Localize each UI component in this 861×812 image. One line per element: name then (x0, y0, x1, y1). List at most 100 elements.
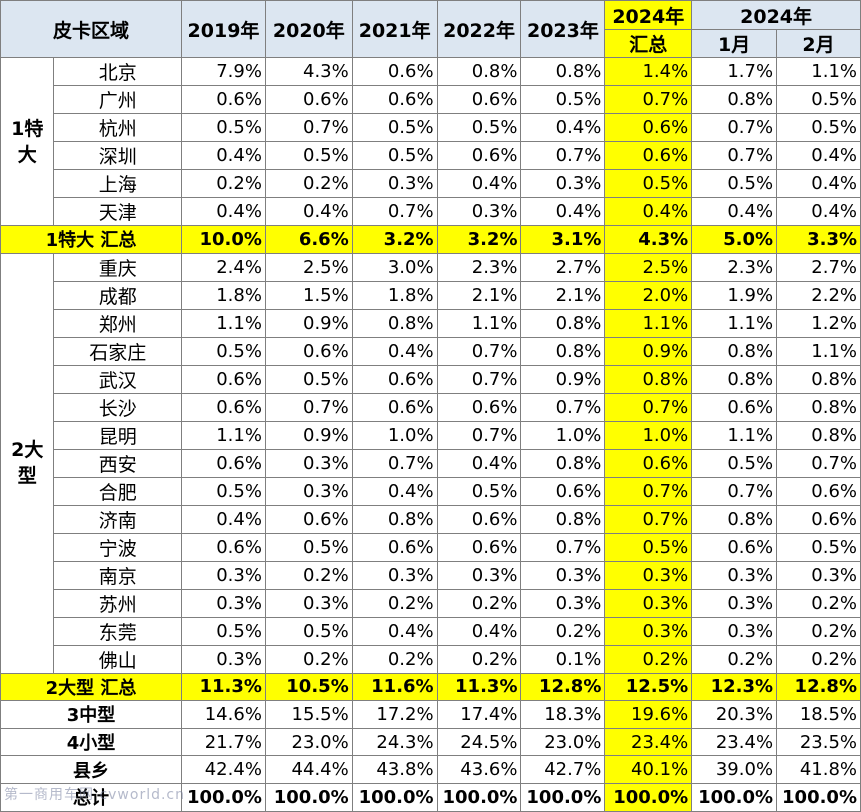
value-cell: 15.5% (264, 700, 353, 729)
value-cell: 23.0% (520, 727, 606, 757)
value-cell: 0.3% (776, 560, 861, 590)
value-cell: 17.4% (436, 700, 522, 729)
city-name: 深圳 (53, 141, 183, 170)
value-cell: 0.8% (436, 57, 522, 86)
ytd-header-summary: 汇总 (604, 29, 693, 58)
city-name: 广州 (53, 85, 183, 114)
value-cell: 0.4% (351, 476, 438, 506)
value-cell: 0.6% (691, 392, 778, 422)
value-cell: 1.2% (776, 308, 861, 338)
value-cell: 0.4% (436, 616, 522, 646)
city-name: 西安 (53, 448, 183, 478)
value-cell: 0.6% (436, 532, 522, 562)
value-cell: 0.5% (264, 141, 353, 170)
value-cell: 0.7% (351, 197, 438, 226)
year-header-2023: 2023年 (520, 0, 606, 58)
value-cell: 42.4% (181, 755, 266, 784)
value-cell: 0.9% (520, 364, 606, 394)
value-cell: 0.5% (436, 113, 522, 142)
value-cell: 0.4% (351, 616, 438, 646)
table-row: 东莞 0.5% 0.5% 0.4% 0.4% 0.2% 0.3% 0.3% 0.2% (1, 616, 861, 646)
value-cell: 1.1% (181, 420, 266, 450)
city-name: 上海 (53, 169, 183, 198)
value-cell: 0.6% (351, 532, 438, 562)
table-row: 济南 0.4% 0.6% 0.8% 0.6% 0.8% 0.7% 0.8% 0.6% (1, 504, 861, 534)
value-cell: 0.8% (520, 504, 606, 534)
year-header-2021: 2021年 (351, 0, 438, 58)
value-cell: 0.5% (776, 85, 861, 114)
value-cell: 23.0% (264, 727, 353, 757)
city-name: 杭州 (53, 113, 183, 142)
value-cell: 0.8% (691, 504, 778, 534)
value-cell: 23.4% (604, 727, 693, 757)
table-row: 合肥 0.5% 0.3% 0.4% 0.5% 0.6% 0.7% 0.7% 0.6% (1, 476, 861, 506)
value-cell: 0.5% (264, 616, 353, 646)
value-cell: 0.2% (436, 644, 522, 674)
value-cell: 0.3% (181, 644, 266, 674)
value-cell: 0.7% (436, 336, 522, 366)
value-cell: 0.4% (691, 197, 778, 226)
value-cell: 1.1% (776, 336, 861, 366)
value-cell: 0.7% (604, 504, 693, 534)
value-cell: 2.0% (604, 280, 693, 310)
value-cell: 2.7% (520, 252, 606, 282)
value-cell: 0.5% (181, 336, 266, 366)
total-label: 总计 (0, 782, 183, 812)
value-cell: 40.1% (604, 755, 693, 784)
value-cell: 0.7% (691, 476, 778, 506)
value-cell: 0.8% (520, 336, 606, 366)
value-cell: 100.0% (351, 782, 438, 812)
value-cell: 2.4% (181, 252, 266, 282)
value-cell: 0.9% (264, 420, 353, 450)
value-cell: 1.1% (181, 308, 266, 338)
table-row: 1特大 汇总 10.0% 6.6% 3.2% 3.2% 3.1% 4.3% 5.0% 3.3% (0, 225, 861, 254)
value-cell: 0.7% (264, 392, 353, 422)
month-group-header: 2024年 (691, 0, 861, 30)
value-cell: 0.3% (520, 169, 606, 198)
value-cell: 0.5% (351, 141, 438, 170)
city-name: 天津 (53, 197, 183, 226)
table-row: 佛山 0.3% 0.2% 0.2% 0.2% 0.1% 0.2% 0.2% 0.2% (1, 644, 861, 674)
table-row: 宁波 0.6% 0.5% 0.6% 0.6% 0.7% 0.5% 0.6% 0.5% (1, 532, 861, 562)
value-cell: 0.6% (181, 448, 266, 478)
category-label: 4小型 (0, 727, 183, 757)
value-cell: 0.8% (520, 448, 606, 478)
category-label: 3中型 (0, 700, 183, 729)
city-name: 北京 (53, 57, 183, 86)
value-cell: 0.8% (691, 336, 778, 366)
city-name: 南京 (53, 560, 183, 590)
value-cell: 7.9% (181, 57, 266, 86)
value-cell: 2.5% (264, 252, 353, 282)
table-row: 广州 0.6% 0.6% 0.6% 0.6% 0.5% 0.7% 0.8% 0.5% (1, 85, 861, 114)
value-cell: 100.0% (604, 782, 693, 812)
value-cell: 39.0% (691, 755, 778, 784)
value-cell: 0.8% (776, 392, 861, 422)
value-cell: 20.3% (691, 700, 778, 729)
value-cell: 0.5% (520, 85, 606, 114)
value-cell: 0.8% (776, 364, 861, 394)
value-cell: 0.6% (776, 504, 861, 534)
value-cell: 11.6% (351, 672, 438, 702)
value-cell: 18.3% (520, 700, 606, 729)
value-cell: 0.2% (520, 616, 606, 646)
value-cell: 12.8% (520, 672, 606, 702)
value-cell: 0.2% (604, 644, 693, 674)
value-cell: 0.6% (351, 364, 438, 394)
value-cell: 2.3% (691, 252, 778, 282)
value-cell: 1.1% (436, 308, 522, 338)
value-cell: 0.7% (604, 85, 693, 114)
table-row: 天津 0.4% 0.4% 0.7% 0.3% 0.4% 0.4% 0.4% 0.4% (1, 197, 861, 226)
value-cell: 0.3% (264, 588, 353, 618)
value-cell: 0.4% (604, 197, 693, 226)
value-cell: 5.0% (691, 225, 778, 254)
value-cell: 23.4% (691, 727, 778, 757)
value-cell: 0.4% (436, 169, 522, 198)
month-header-feb: 2月 (776, 29, 861, 58)
value-cell: 0.7% (436, 420, 522, 450)
value-cell: 41.8% (776, 755, 861, 784)
group-label-2: 2大型 (0, 252, 55, 674)
table-row: 深圳 0.4% 0.5% 0.5% 0.6% 0.7% 0.6% 0.7% 0.4% (1, 141, 861, 170)
year-header-2019: 2019年 (181, 0, 266, 58)
value-cell: 0.7% (520, 392, 606, 422)
value-cell: 11.3% (436, 672, 522, 702)
